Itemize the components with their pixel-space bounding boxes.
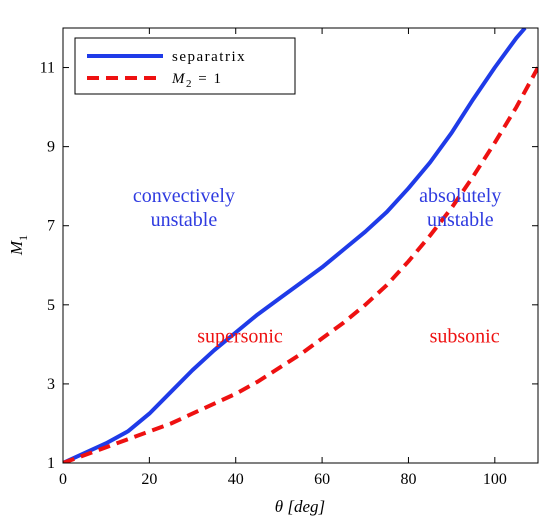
region-label-absolutely-unstable: absolutely unstable [419,185,501,231]
axis-tick-labels: 0 20 40 60 80 100 1 3 5 7 9 11 [40,60,507,488]
y-axis-label-subscript: 1 [16,235,30,241]
y-tick-label: 11 [40,60,55,77]
x-tick-label: 60 [314,471,330,488]
series-lines [63,28,538,463]
legend-label-separatrix: separatrix [172,49,246,65]
legend-label-m2-sub: 2 [186,78,193,90]
axis-ticks [62,28,538,464]
svg-text:M1: M1 [7,235,30,256]
legend: separatrix M2 = 1 [74,37,296,95]
region-label-subsonic: subsonic [430,325,500,347]
region-annotations: convectively unstable absolutely unstable su… [133,185,502,347]
plot-frame [62,27,539,464]
legend-label-m2-rest: = 1 [193,71,222,87]
y-axis-label: M1 [7,235,30,256]
legend-box [74,37,296,95]
x-axis-label: θ [deg] [275,497,325,516]
y-tick-label: 1 [47,455,55,472]
x-tick-label: 40 [228,471,244,488]
region-label-supersonic: supersonic [197,325,283,347]
legend-label-m2: M2 = 1 [171,71,222,90]
series-line-separatrix [63,28,527,463]
y-tick-label: 3 [47,376,55,393]
x-tick-label: 20 [141,471,157,488]
region-label-convectively-unstable: convectively unstable [133,185,235,231]
y-tick-label: 5 [47,297,55,314]
legend-label-m2-base: M [171,71,186,87]
y-tick-label: 7 [47,218,55,235]
series-line-m2-equals-1 [63,66,538,463]
y-tick-label: 9 [47,139,55,156]
y-axis-label-base: M [7,240,26,256]
x-tick-label: 80 [400,471,416,488]
x-tick-label: 100 [483,471,507,488]
x-tick-label: 0 [59,471,67,488]
